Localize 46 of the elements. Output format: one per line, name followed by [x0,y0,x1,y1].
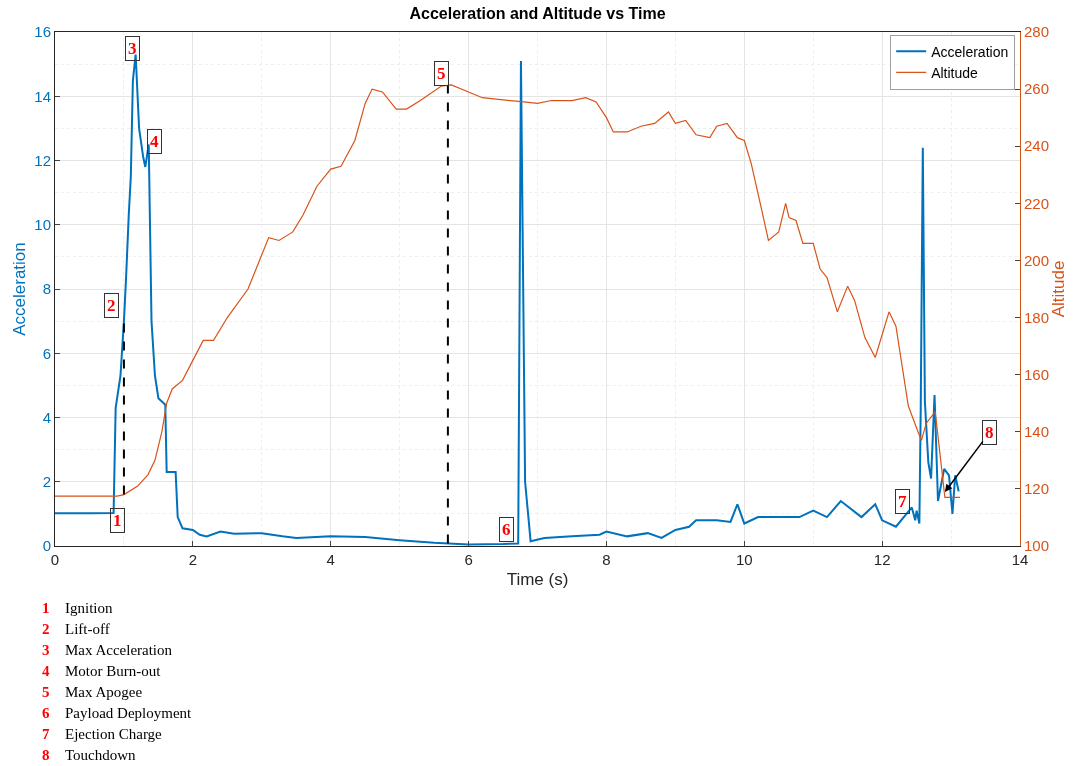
y2-tick-label: 200 [1024,251,1050,269]
y2-tick-label: 220 [1024,194,1050,212]
y2-tick-label: 260 [1024,80,1050,98]
y-tick-label: 10 [34,216,51,233]
y-tick-label: 16 [34,23,51,41]
y-tick-label: 14 [34,87,51,105]
x-tick-label: 4 [326,551,335,568]
chart-title: Acceleration and Altitude vs Time [409,5,666,23]
x-tick-label: 8 [602,551,611,568]
y2-axis-title: Altitude [1049,260,1069,318]
y-tick-label: 8 [42,280,51,298]
x-tick-label: 10 [735,551,753,568]
legend-label: Altitude [931,64,979,81]
y-tick-label: 0 [42,537,51,555]
text: 7 Ejection Charge [42,726,163,742]
x-tick-label: 2 [188,551,198,568]
x-tick-label: 6 [464,551,473,568]
y-tick-label: 12 [34,151,51,169]
text: 6 Payload Deployment [42,705,193,721]
annotation: 2 [107,296,116,315]
x-tick-label: 12 [873,551,891,568]
y2-tick-label: 120 [1024,480,1050,498]
annotation: 3 [128,39,137,58]
y2-tick-label: 240 [1024,137,1050,155]
annotation: 5 [437,64,446,83]
legend-label: Acceleration [931,43,1009,60]
annotation: 7 [898,492,907,511]
text: 8 Touchdown [42,747,137,763]
text: 4 Motor Burn-out [42,663,162,679]
x-axis-title: Time (s) [506,570,569,590]
y-tick-label: 4 [42,408,51,426]
y-tick-label: 6 [42,344,51,362]
text: 5 Max Apogee [42,684,143,700]
y-tick-label: 2 [42,473,51,490]
y2-tick-label: 280 [1024,23,1050,41]
text: 3 Max Acceleration [42,642,173,658]
text: 2 Lift-off [42,621,110,637]
y2-tick-label: 160 [1024,365,1050,383]
annotation: 4 [150,132,159,151]
annotation: 6 [502,520,511,539]
y2-tick-label: 180 [1024,308,1050,326]
text: 1 Ignition [42,600,113,616]
annotation: 1 [113,511,122,530]
y-axis-title: Acceleration [9,242,29,336]
annotation: 8 [985,423,994,442]
y2-tick-label: 140 [1024,423,1050,441]
